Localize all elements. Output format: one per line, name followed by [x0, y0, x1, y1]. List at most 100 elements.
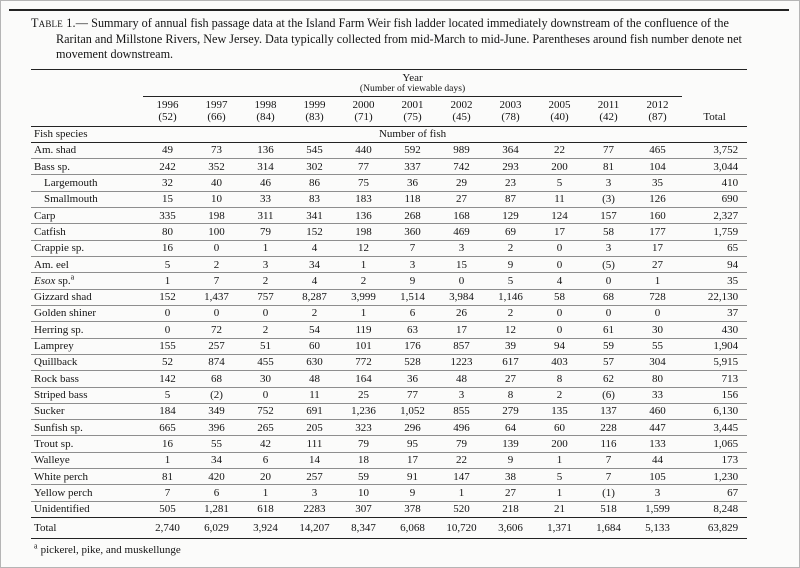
total-count-cell: 10,720 — [437, 516, 486, 540]
row-total-cell: 690 — [682, 191, 748, 209]
fish-count-cell: 352 — [192, 158, 241, 176]
species-row: Unidentified 505 1,281 618 2283 307 378 520 218 2… — [31, 501, 747, 517]
fish-count-cell: 403 — [535, 354, 584, 372]
fish-count-cell: 3 — [437, 240, 486, 258]
row-total-cell: 67 — [682, 484, 748, 502]
fish-count-cell: 8 — [535, 370, 584, 388]
fish-count-cell: 2 — [535, 387, 584, 404]
fish-count-cell: 183 — [339, 191, 388, 209]
fish-count-cell: 7 — [143, 484, 192, 502]
fish-count-cell: 2 — [486, 305, 535, 323]
fish-count-cell: 307 — [355, 503, 372, 516]
fish-count-cell: 311 — [241, 207, 290, 225]
fish-count-cell: 105 — [633, 468, 683, 486]
fish-count-cell: 268 — [388, 207, 437, 225]
fish-count-cell: 80 — [143, 223, 192, 241]
species-name-cell: Carp — [31, 207, 143, 225]
fish-count-cell: 81 — [584, 158, 633, 176]
fish-count-cell: 7 — [388, 240, 437, 258]
fish-count-cell: 15 — [437, 256, 486, 274]
fish-count-cell: 59 — [584, 338, 633, 355]
fish-count-cell: 989 — [437, 142, 486, 160]
fish-count-cell: 17 — [535, 223, 584, 241]
fish-count-cell: 1 — [241, 484, 290, 502]
fish-count-cell: 116 — [584, 435, 633, 453]
fish-count-cell: 0 — [241, 387, 290, 404]
fish-count-cell: 30 — [633, 321, 683, 339]
fish-count-cell: 9 — [388, 272, 437, 290]
row-total-cell: 35 — [682, 272, 748, 290]
footnote-marker: a — [34, 541, 38, 551]
fish-count-cell: 69 — [486, 223, 535, 241]
species-name-cell: Am. shad — [31, 142, 143, 160]
fish-count-cell: 55 — [633, 338, 683, 355]
fish-count-cell: 160 — [633, 207, 683, 225]
fish-count-cell: 1,514 — [388, 289, 437, 306]
fish-count-cell: 15 — [143, 191, 192, 209]
fish-count-cell: 61 — [584, 321, 633, 339]
fish-count-cell: 228 — [584, 419, 633, 437]
fish-count-cell: 11 — [290, 387, 339, 404]
species-row: Striped bass 5 (2) 0 11 25 77 3 8 2 (6) 33 156 — [31, 387, 748, 404]
fish-count-cell: 742 — [437, 158, 486, 176]
fish-count-cell: 465 — [633, 142, 683, 160]
fish-count-cell: 0 — [535, 256, 584, 274]
fish-count-cell: 35 — [633, 174, 683, 192]
total-count-cell: 8,347 — [339, 516, 388, 540]
fish-count-cell: 3 — [241, 256, 290, 274]
year-column-header: 1997 (66) — [192, 96, 241, 127]
fish-count-cell: 55 — [192, 435, 241, 453]
fish-count-cell: 4 — [290, 240, 339, 258]
fish-count-cell: 168 — [437, 207, 486, 225]
species-name-cell: Bass sp. — [31, 158, 143, 176]
fish-count-cell: 1,599 — [645, 503, 670, 516]
fish-count-cell: 1 — [437, 484, 486, 502]
fish-count-cell: 3 — [290, 484, 339, 502]
species-name-cell: Trout sp. — [31, 435, 143, 453]
fish-count-cell: 0 — [633, 305, 683, 323]
row-total-cell: 94 — [682, 256, 748, 274]
fish-count-cell: 33 — [633, 387, 683, 404]
fish-count-cell: 177 — [633, 223, 683, 241]
row-total-cell: 5,915 — [682, 354, 748, 372]
species-row: White perch 81 420 20 257 59 91 147 38 5 7 105 1,230 — [31, 468, 748, 486]
fish-count-cell: 16 — [143, 435, 192, 453]
total-count-cell: 3,606 — [486, 516, 535, 540]
year-group-sublabel: (Number of viewable days) — [359, 83, 466, 95]
row-total-cell: 1,759 — [682, 223, 748, 241]
fish-count-cell: 1 — [143, 452, 192, 470]
fish-count-cell: 36 — [388, 370, 437, 388]
subheader-row: Fish species Number of fish — [31, 126, 748, 143]
fish-count-cell: 17 — [437, 321, 486, 339]
fish-count-cell: 630 — [290, 354, 339, 372]
fish-count-cell: 198 — [192, 207, 241, 225]
total-column-spacer — [682, 69, 747, 96]
species-row: Esox sp.a 1 7 2 4 2 9 0 5 4 0 1 35 — [31, 272, 748, 290]
fish-count-cell: 176 — [388, 338, 437, 355]
fish-count-cell: 27 — [486, 370, 535, 388]
fish-count-cell: 79 — [241, 223, 290, 241]
fish-count-cell: 349 — [192, 403, 241, 421]
fish-count-cell: 73 — [192, 142, 241, 160]
fish-count-cell: 52 — [143, 354, 192, 372]
fish-count-cell: 2 — [486, 240, 535, 258]
fish-count-cell: 34 — [192, 452, 241, 470]
fish-count-cell: 126 — [633, 191, 683, 209]
fish-count-cell: 86 — [290, 174, 339, 192]
fish-count-cell: 6 — [388, 305, 437, 323]
fish-count-cell: 3 — [437, 387, 486, 404]
total-count-cell: 5,133 — [633, 516, 683, 540]
fish-count-cell: 0 — [143, 305, 192, 323]
fish-count-cell: 17 — [633, 240, 683, 258]
fish-count-cell: 296 — [388, 419, 437, 437]
fish-count-cell: 691 — [290, 403, 339, 421]
fish-count-cell: 7 — [584, 452, 633, 470]
row-total-cell: 410 — [682, 174, 748, 192]
fish-count-cell: 155 — [143, 338, 192, 355]
species-name-cell: Golden shiner — [31, 305, 143, 323]
row-total-cell: 3,445 — [682, 419, 748, 437]
table-caption: Table 1.— Summary of annual fish passage… — [31, 16, 755, 63]
fish-count-cell: 1 — [339, 305, 388, 323]
total-count-cell: 1,371 — [535, 516, 584, 540]
fish-count-cell: 420 — [192, 468, 241, 486]
